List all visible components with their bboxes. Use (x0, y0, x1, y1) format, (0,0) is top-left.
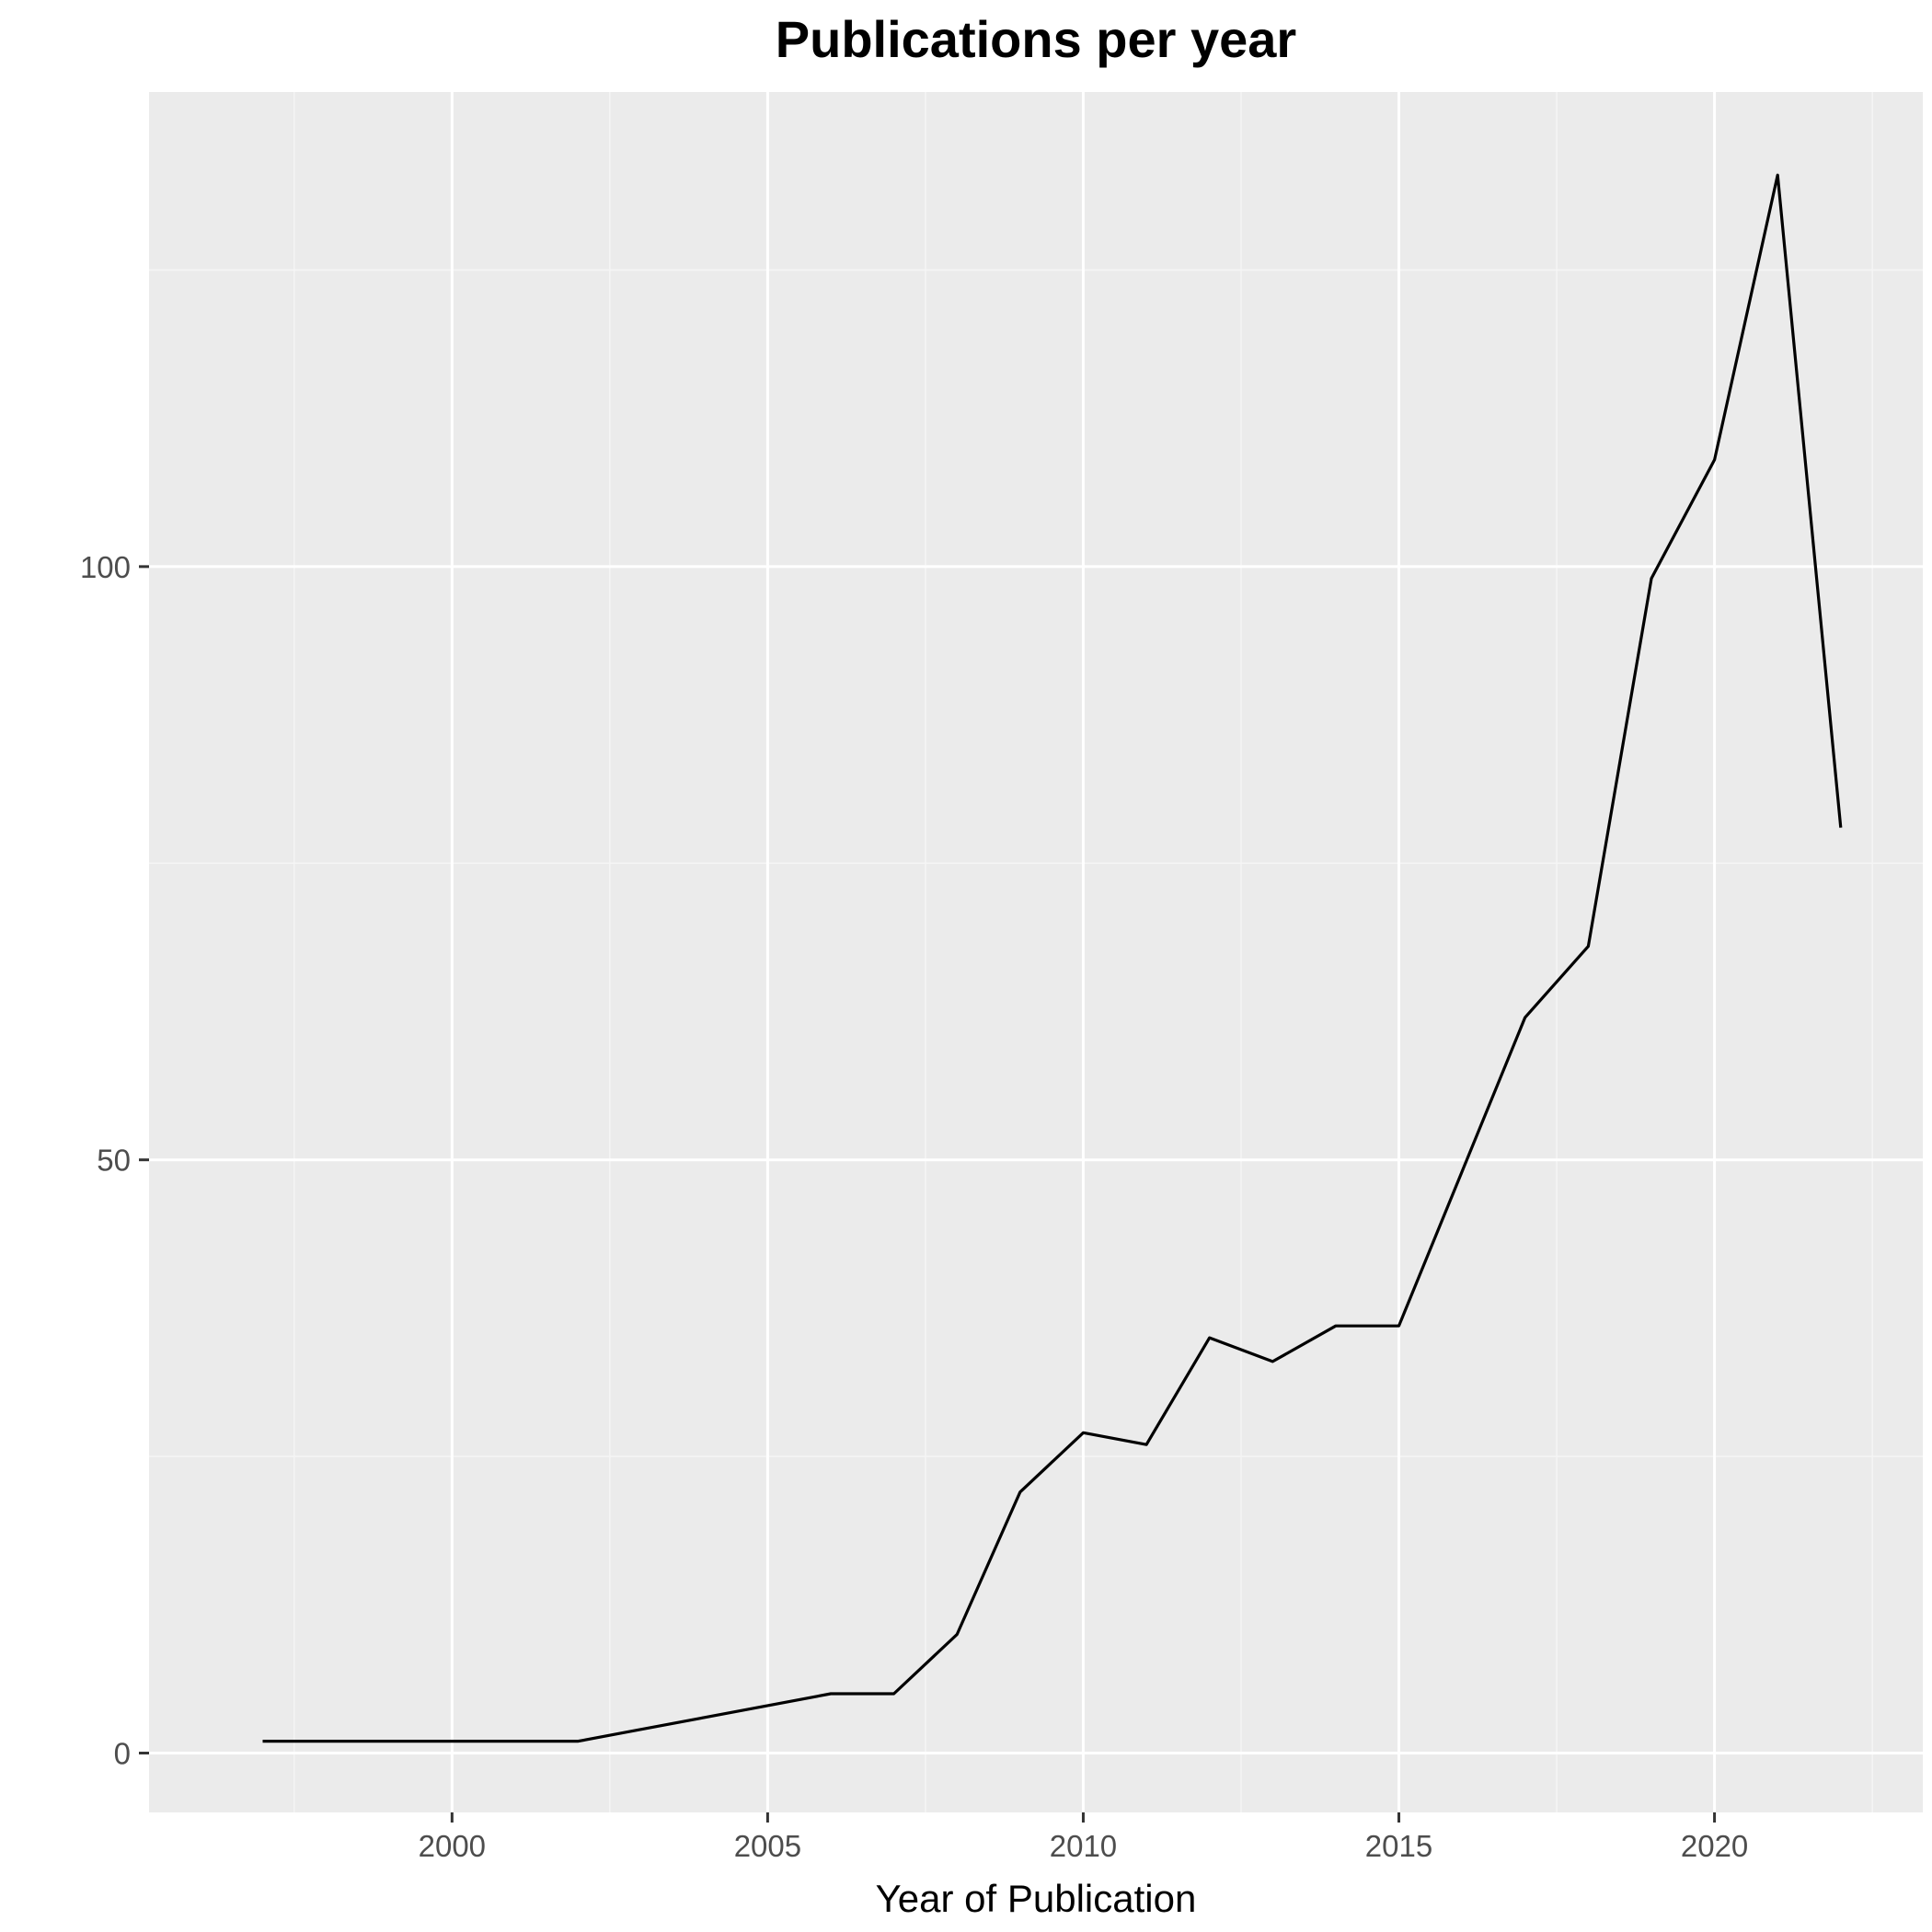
minor-gridlines (149, 92, 1923, 1812)
y-axis: 0 50 100 (80, 550, 149, 1771)
plot-panel (149, 92, 1923, 1812)
x-tick-label: 2005 (734, 1829, 801, 1863)
major-gridlines (149, 92, 1923, 1812)
y-tick-label: 50 (97, 1144, 131, 1178)
y-tick-label: 0 (114, 1737, 131, 1771)
x-tick-label: 2015 (1365, 1829, 1432, 1863)
series-layer (262, 173, 1843, 1743)
series-line (262, 173, 1843, 1743)
x-axis-title: Year of Publication (876, 1877, 1197, 1920)
x-tick-label: 2010 (1050, 1829, 1117, 1863)
y-tick-label: 100 (80, 550, 131, 584)
chart-title: Publications per year (776, 10, 1296, 68)
x-tick-label: 2000 (419, 1829, 486, 1863)
x-tick-label: 2020 (1681, 1829, 1748, 1863)
x-axis: 2000 2005 2010 2015 2020 (419, 1812, 1748, 1863)
